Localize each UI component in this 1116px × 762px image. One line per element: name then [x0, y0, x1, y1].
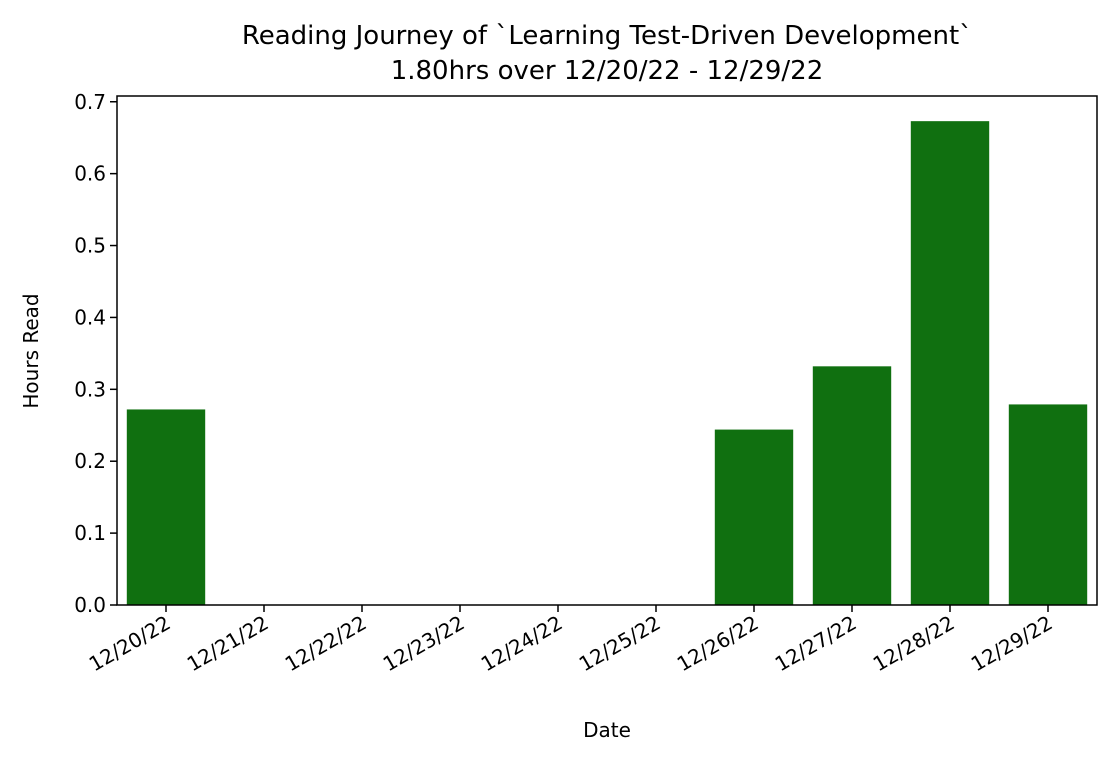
x-axis-label: Date — [583, 718, 631, 742]
y-tick-label: 0.1 — [74, 521, 106, 545]
x-tick-label: 12/29/22 — [967, 611, 1057, 677]
y-tick-label: 0.7 — [74, 90, 106, 114]
x-tick-label: 12/26/22 — [673, 611, 763, 677]
bar-12-28-22 — [910, 121, 990, 605]
plot-frame — [116, 95, 1098, 606]
x-tick-label: 12/24/22 — [477, 611, 567, 677]
x-tick-label: 12/22/22 — [281, 611, 371, 677]
x-tick-label: 12/27/22 — [771, 611, 861, 677]
bar-12-27-22 — [812, 366, 892, 605]
y-axis-label: Hours Read — [19, 293, 43, 408]
y-tick-label: 0.3 — [74, 377, 106, 401]
x-tick-label: 12/21/22 — [183, 611, 273, 677]
x-tick-label: 12/20/22 — [85, 611, 175, 677]
x-tick-label: 12/28/22 — [869, 611, 959, 677]
y-tick-label: 0.0 — [74, 593, 106, 617]
bar-12-29-22 — [1008, 404, 1088, 605]
bar-12-26-22 — [714, 429, 794, 605]
chart-title: Reading Journey of `Learning Test-Driven… — [242, 21, 972, 51]
y-axis: 0.0 0.1 0.2 0.3 0.4 0.5 0.6 0.7 — [74, 90, 117, 617]
x-tick-label: 12/25/22 — [575, 611, 665, 677]
y-tick-label: 0.5 — [74, 234, 106, 258]
chart-subtitle: 1.80hrs over 12/20/22 - 12/29/22 — [391, 56, 824, 86]
bar-group — [126, 121, 1088, 605]
y-tick-label: 0.6 — [74, 162, 106, 186]
x-tick-label: 12/23/22 — [379, 611, 469, 677]
x-axis: 12/20/22 12/21/22 12/22/22 12/23/22 12/24/22… — [85, 605, 1057, 676]
bar-12-20-22 — [126, 409, 206, 605]
y-tick-label: 0.2 — [74, 449, 106, 473]
y-tick-label: 0.4 — [74, 305, 106, 329]
